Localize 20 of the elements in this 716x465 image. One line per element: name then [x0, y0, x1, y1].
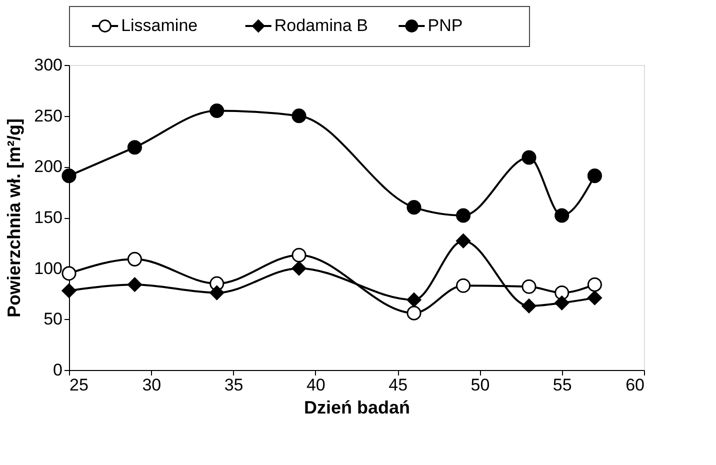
x-tick-label: 55	[552, 376, 572, 394]
y-tick-label: 100	[34, 258, 62, 278]
x-tick-label: 35	[224, 376, 244, 394]
y-axis-title: Powierzchnia wł. [m²/g]	[4, 118, 24, 318]
x-tick-label: 50	[470, 376, 490, 394]
y-tick-label: 150	[34, 208, 62, 227]
legend-label: Rodamina B	[274, 16, 368, 35]
legend-label: PNP	[428, 16, 463, 35]
x-tick-label: 60	[626, 376, 644, 394]
x-tick-label: 40	[306, 376, 326, 394]
y-tick-label: 50	[44, 310, 62, 329]
y-tick-label: 200	[34, 157, 62, 176]
x-tick-label: 30	[142, 376, 162, 394]
y-tick-label: 300	[34, 56, 62, 74]
x-tick-label: 45	[388, 376, 408, 394]
y-tick-label: 0	[53, 360, 62, 380]
legend-label: Lissamine	[121, 16, 198, 35]
x-axis-title: Dzień badań	[304, 398, 410, 418]
y-tick-label: 250	[34, 106, 62, 126]
x-tick-label: 25	[70, 376, 88, 394]
